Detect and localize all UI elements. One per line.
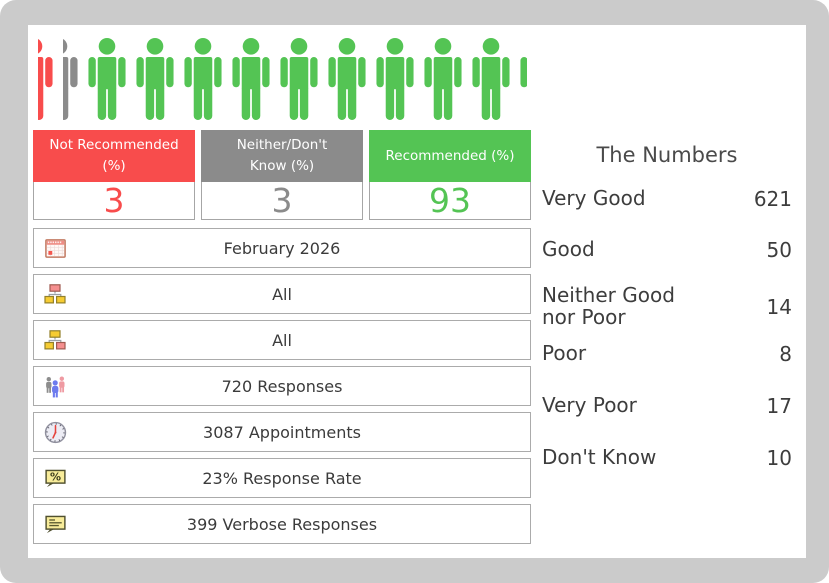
- number-row-poor: Poor 8: [542, 337, 792, 371]
- calendar-icon: [43, 236, 67, 260]
- percent-bubble-icon: %: [43, 466, 67, 490]
- comment-icon: [43, 512, 67, 536]
- stat-box-neither-dont-know: Neither/Don't Know (%) 3: [201, 130, 363, 220]
- person-partial-green: [520, 38, 527, 120]
- number-label: Good: [542, 237, 595, 262]
- number-label: Don't Know: [542, 445, 657, 470]
- number-value: 10: [766, 446, 792, 470]
- person-icon: [38, 38, 53, 120]
- person-icon: [328, 38, 366, 120]
- number-label: Very Good: [542, 186, 646, 211]
- person-icon: [232, 38, 270, 120]
- number-row-neither-good-nor-poor: Neither Good nor Poor 14: [542, 279, 792, 335]
- stat-boxes: Not Recommended (%) 3 Neither/Don't Know…: [33, 130, 531, 220]
- stat-box-recommended: Recommended (%) 93: [369, 130, 531, 220]
- info-rows: February 2026 All: [33, 228, 531, 550]
- stat-value: 3: [33, 182, 195, 220]
- info-row-label: 3087 Appointments: [203, 422, 361, 442]
- number-value: 621: [753, 187, 792, 211]
- person-icon: [472, 38, 510, 120]
- response-rate-row: % 23% Response Rate: [33, 458, 531, 498]
- number-value: 14: [766, 295, 792, 319]
- person-icon: [520, 38, 527, 120]
- person-icon: [63, 38, 78, 120]
- month-filter-row[interactable]: February 2026: [33, 228, 531, 268]
- person-partial-red: [38, 38, 53, 120]
- number-value: 50: [766, 238, 792, 262]
- number-row-very-poor: Very Poor 17: [542, 389, 792, 423]
- responses-row: 720 Responses: [33, 366, 531, 406]
- subgroup-filter-row[interactable]: All: [33, 320, 531, 360]
- org-chart-alt-icon: [43, 328, 67, 352]
- number-row-dont-know: Don't Know 10: [542, 441, 792, 475]
- number-value: 8: [779, 342, 792, 366]
- clock-icon: [43, 420, 67, 444]
- people-group-icon: [43, 374, 67, 398]
- info-row-label: February 2026: [223, 238, 341, 258]
- info-row-label: 720 Responses: [221, 376, 343, 396]
- number-label: Poor: [542, 341, 587, 366]
- info-row-label: 399 Verbose Responses: [186, 514, 378, 534]
- section-title: The Numbers: [596, 143, 738, 167]
- person-icon: [424, 38, 462, 120]
- info-row-label: All: [272, 330, 292, 350]
- info-row-label: All: [272, 284, 292, 304]
- person-icon: [280, 38, 318, 120]
- stat-value: 93: [369, 182, 531, 220]
- stat-box-not-recommended: Not Recommended (%) 3: [33, 130, 195, 220]
- appointments-row: 3087 Appointments: [33, 412, 531, 452]
- stat-value: 3: [201, 182, 363, 220]
- number-value: 17: [766, 394, 792, 418]
- number-label: Very Poor: [542, 393, 637, 418]
- person-icon: [184, 38, 222, 120]
- dashboard-panel: Not Recommended (%) 3 Neither/Don't Know…: [28, 25, 806, 558]
- person-partial-gray: [63, 38, 78, 120]
- number-row-very-good: Very Good 621: [542, 182, 792, 216]
- stat-header: Recommended (%): [369, 130, 531, 182]
- stat-header: Neither/Don't Know (%): [201, 130, 363, 182]
- number-label: Neither Good nor Poor: [542, 283, 675, 329]
- person-icon: [136, 38, 174, 120]
- verbose-responses-row: 399 Verbose Responses: [33, 504, 531, 544]
- the-numbers-section: The Numbers Very Good 621 Good 50 Neithe…: [540, 25, 794, 558]
- person-icon: [376, 38, 414, 120]
- stat-header: Not Recommended (%): [33, 130, 195, 182]
- org-chart-icon: [43, 282, 67, 306]
- group-filter-row[interactable]: All: [33, 274, 531, 314]
- person-icon: [88, 38, 126, 120]
- info-row-label: 23% Response Rate: [202, 468, 362, 488]
- number-row-good: Good 50: [542, 233, 792, 267]
- svg-text:%: %: [49, 470, 60, 483]
- recommendation-pictogram: [38, 38, 527, 120]
